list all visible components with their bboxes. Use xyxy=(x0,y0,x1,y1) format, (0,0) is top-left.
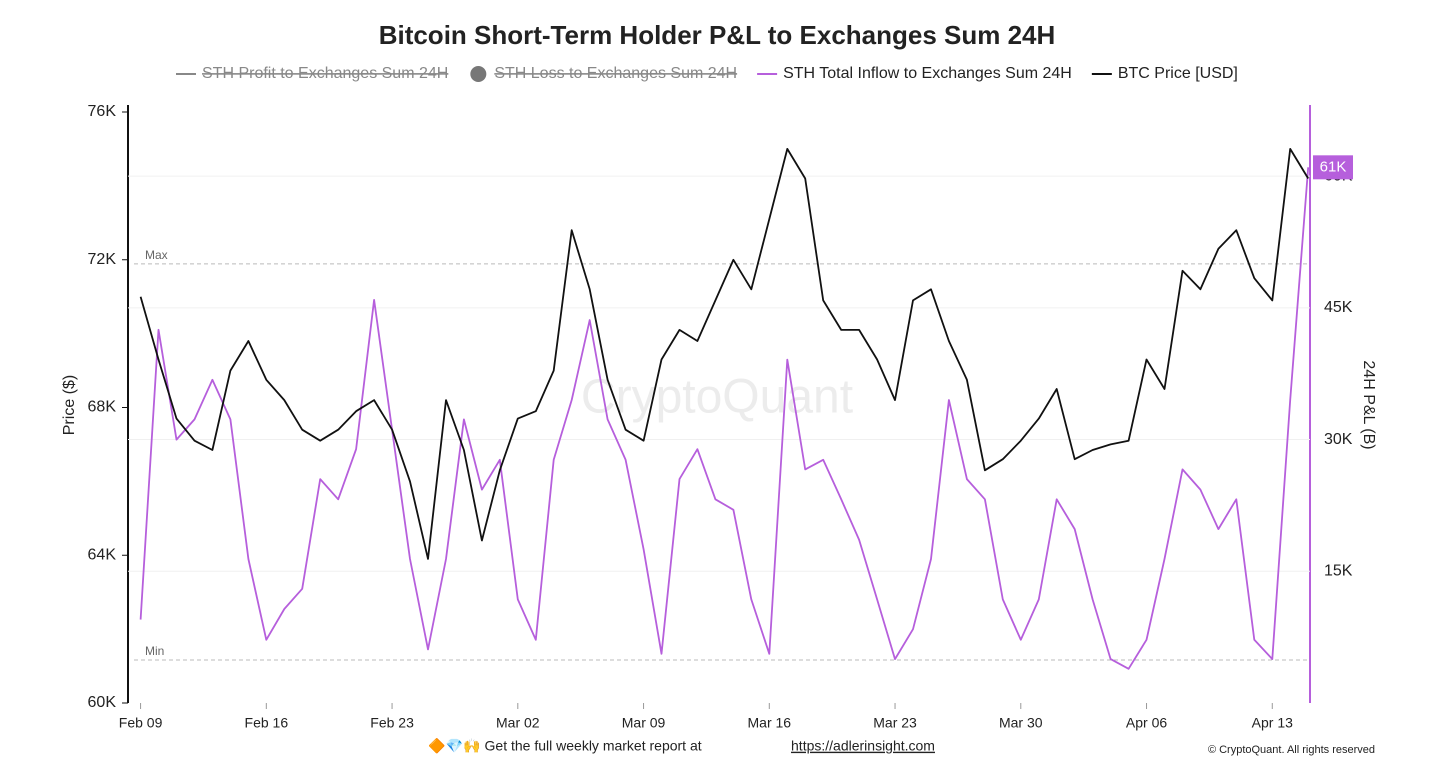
y2-axis-title: 24H P&L (B) xyxy=(1360,360,1377,449)
x-tick-label: Feb 09 xyxy=(119,715,163,731)
end-badge xyxy=(1313,155,1353,180)
legend-label: STH Loss to Exchanges Sum 24H xyxy=(494,65,737,82)
legend-swatch xyxy=(470,66,487,82)
legend-label: STH Total Inflow to Exchanges Sum 24H xyxy=(783,65,1072,82)
y-tick-label: 72K xyxy=(88,251,117,268)
x-tick-label: Mar 09 xyxy=(622,715,666,731)
y2-tick-label: 15K xyxy=(1324,562,1353,579)
y-tick-label: 60K xyxy=(88,694,117,711)
y2-tick-label: 30K xyxy=(1324,431,1353,448)
x-tick-label: Apr 13 xyxy=(1252,715,1293,731)
footer-text: 🔶💎🙌 Get the full weekly market report at xyxy=(428,738,701,755)
y-tick-label: 64K xyxy=(88,546,117,563)
x-tick-label: Mar 02 xyxy=(496,715,540,731)
legend-label: STH Profit to Exchanges Sum 24H xyxy=(202,65,448,82)
end-label: 61K xyxy=(1320,158,1347,175)
copyright: © CryptoQuant. All rights reserved xyxy=(1208,744,1375,756)
y-tick-label: 76K xyxy=(88,103,117,120)
y-tick-label: 68K xyxy=(88,399,117,416)
chart-title: Bitcoin Short-Term Holder P&L to Exchang… xyxy=(379,20,1056,50)
x-tick-label: Mar 30 xyxy=(999,715,1043,731)
x-tick-label: Apr 06 xyxy=(1126,715,1167,731)
y-axis-title: Price ($) xyxy=(61,375,78,435)
series-line xyxy=(139,167,1310,670)
reference-label: Max xyxy=(145,248,168,262)
watermark: CryptoQuant xyxy=(581,371,853,424)
footer-link[interactable]: https://adlerinsight.com xyxy=(791,738,935,754)
y2-tick-label: 45K xyxy=(1324,299,1353,316)
x-tick-label: Feb 23 xyxy=(370,715,414,731)
series-line xyxy=(139,148,1309,560)
legend-label: BTC Price [USD] xyxy=(1118,65,1238,82)
x-tick-label: Mar 23 xyxy=(873,715,917,731)
x-tick-label: Feb 16 xyxy=(245,715,289,731)
reference-label: Min xyxy=(145,644,164,658)
x-tick-label: Mar 16 xyxy=(748,715,792,731)
